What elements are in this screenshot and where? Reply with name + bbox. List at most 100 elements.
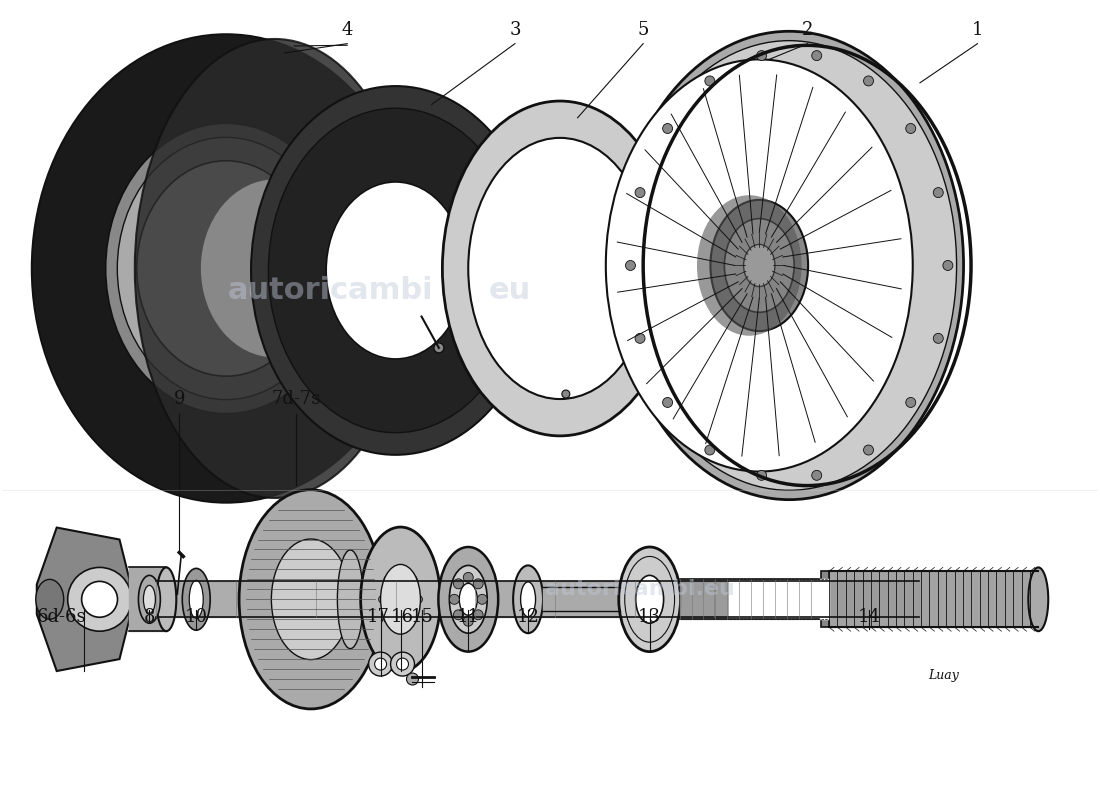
Ellipse shape xyxy=(361,527,440,671)
Bar xyxy=(376,389,387,406)
Bar xyxy=(394,362,405,380)
Circle shape xyxy=(396,658,408,670)
Ellipse shape xyxy=(615,31,964,500)
Bar xyxy=(394,208,405,226)
Ellipse shape xyxy=(136,161,316,376)
Circle shape xyxy=(396,623,405,631)
Ellipse shape xyxy=(697,195,802,336)
Bar xyxy=(411,337,422,354)
Ellipse shape xyxy=(251,86,540,455)
Polygon shape xyxy=(821,571,829,627)
Bar xyxy=(376,337,387,354)
Ellipse shape xyxy=(711,200,808,331)
Bar xyxy=(376,131,387,149)
Text: eu: eu xyxy=(490,276,531,305)
Text: 8: 8 xyxy=(144,608,155,626)
Circle shape xyxy=(905,398,915,407)
Ellipse shape xyxy=(330,187,461,354)
Ellipse shape xyxy=(156,567,176,631)
Circle shape xyxy=(864,445,873,455)
Text: 6d-6s: 6d-6s xyxy=(37,608,87,626)
Bar xyxy=(411,260,422,278)
Text: Luay: Luay xyxy=(928,669,959,682)
Circle shape xyxy=(933,334,944,343)
Bar xyxy=(394,389,405,406)
Text: 16: 16 xyxy=(390,608,414,626)
Ellipse shape xyxy=(135,39,415,498)
Ellipse shape xyxy=(619,547,681,652)
Bar xyxy=(411,362,422,380)
Bar xyxy=(411,286,422,303)
Circle shape xyxy=(812,470,822,480)
Circle shape xyxy=(705,76,715,86)
Bar xyxy=(394,337,405,354)
Ellipse shape xyxy=(381,565,420,634)
Bar xyxy=(376,311,387,329)
Bar xyxy=(394,131,405,149)
Ellipse shape xyxy=(139,575,161,623)
Bar xyxy=(411,234,422,251)
Polygon shape xyxy=(36,527,130,671)
Ellipse shape xyxy=(725,218,794,312)
Circle shape xyxy=(453,579,463,589)
Circle shape xyxy=(433,343,444,353)
Ellipse shape xyxy=(469,138,651,399)
Circle shape xyxy=(463,616,473,626)
Circle shape xyxy=(81,582,118,618)
Ellipse shape xyxy=(141,166,311,371)
Ellipse shape xyxy=(143,586,155,614)
Circle shape xyxy=(409,575,417,583)
Ellipse shape xyxy=(201,179,349,358)
Ellipse shape xyxy=(183,569,210,630)
Text: 15: 15 xyxy=(411,608,433,626)
Circle shape xyxy=(562,390,570,398)
Text: 1: 1 xyxy=(971,21,983,39)
Circle shape xyxy=(453,610,463,620)
Circle shape xyxy=(864,76,873,86)
Bar xyxy=(394,157,405,174)
Circle shape xyxy=(415,595,422,603)
Bar xyxy=(376,414,387,432)
Circle shape xyxy=(378,595,386,603)
Circle shape xyxy=(450,594,460,604)
Bar xyxy=(376,182,387,200)
Circle shape xyxy=(905,123,915,134)
Ellipse shape xyxy=(450,566,487,633)
Circle shape xyxy=(812,50,822,61)
Text: autoricambi: autoricambi xyxy=(228,276,433,305)
Circle shape xyxy=(757,470,767,480)
Circle shape xyxy=(390,652,415,676)
Circle shape xyxy=(943,261,953,270)
Bar xyxy=(394,234,405,251)
Bar xyxy=(394,286,405,303)
Circle shape xyxy=(473,579,483,589)
Ellipse shape xyxy=(338,550,363,649)
Text: 12: 12 xyxy=(517,608,539,626)
Text: 9: 9 xyxy=(174,390,185,408)
Text: 11: 11 xyxy=(456,608,480,626)
Circle shape xyxy=(375,658,386,670)
Bar xyxy=(376,105,387,122)
Circle shape xyxy=(68,567,132,631)
Text: 3: 3 xyxy=(509,21,520,39)
Circle shape xyxy=(705,445,715,455)
Ellipse shape xyxy=(442,101,678,436)
Bar xyxy=(411,157,422,174)
Bar xyxy=(411,182,422,200)
Ellipse shape xyxy=(189,580,204,618)
Circle shape xyxy=(407,673,418,685)
Text: 2: 2 xyxy=(802,21,813,39)
Circle shape xyxy=(396,567,405,575)
Ellipse shape xyxy=(1028,567,1048,631)
Text: 7d-7s: 7d-7s xyxy=(272,390,320,408)
Ellipse shape xyxy=(460,583,477,615)
Bar xyxy=(411,311,422,329)
Circle shape xyxy=(635,187,645,198)
Circle shape xyxy=(473,610,483,620)
Text: autoricambi.eu: autoricambi.eu xyxy=(544,579,735,599)
Ellipse shape xyxy=(520,582,536,617)
Circle shape xyxy=(757,50,767,61)
Bar xyxy=(376,286,387,303)
Ellipse shape xyxy=(36,579,64,619)
Circle shape xyxy=(933,187,944,198)
